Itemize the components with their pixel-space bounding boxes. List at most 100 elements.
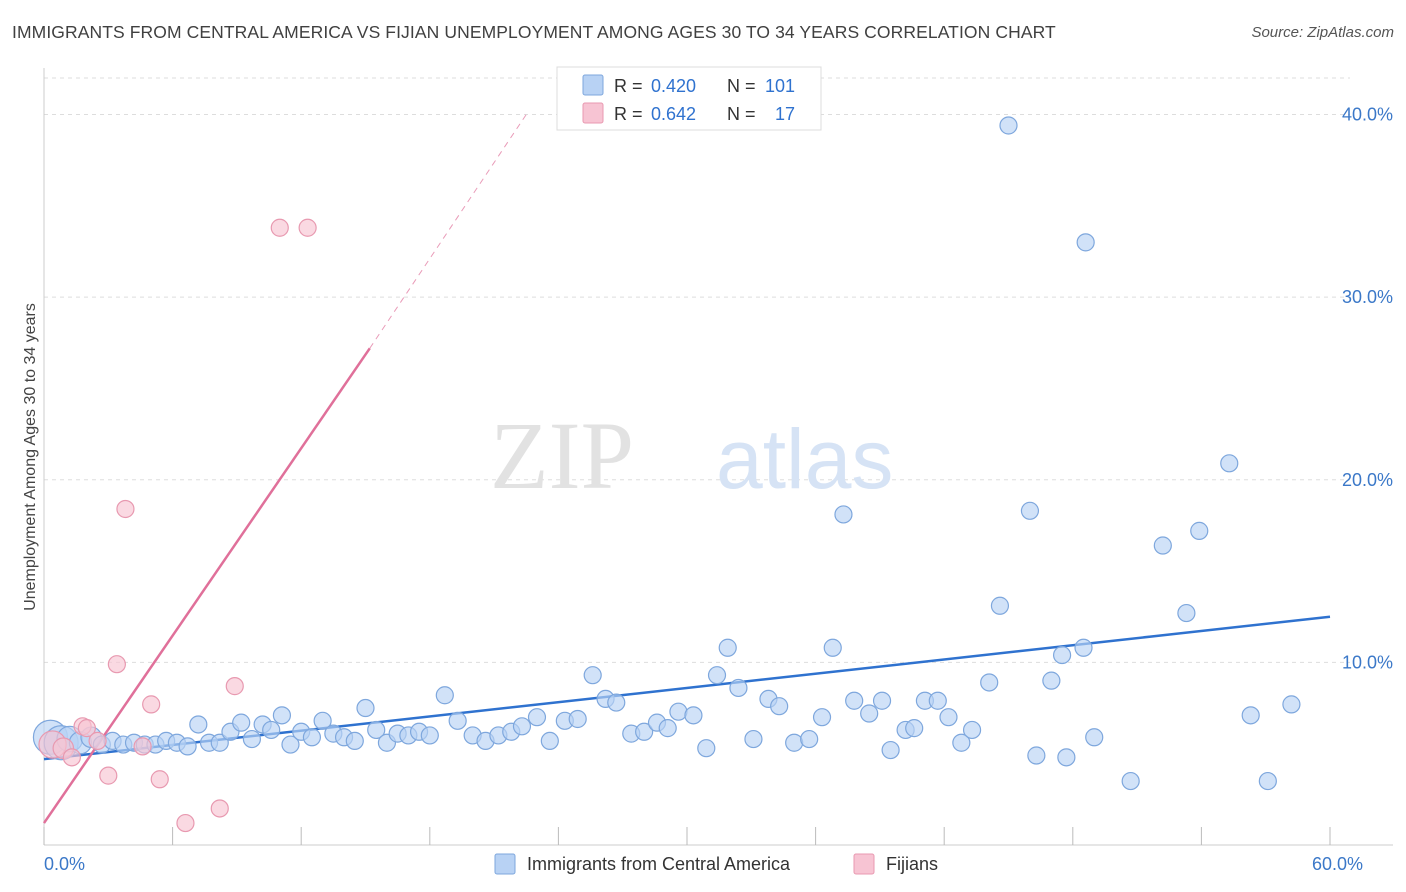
point-central-america bbox=[1076, 233, 1095, 252]
point-central-america bbox=[210, 733, 229, 752]
point-central-america bbox=[448, 711, 467, 730]
point-central-america bbox=[568, 709, 587, 729]
y-tick-label: 40.0% bbox=[1342, 105, 1393, 125]
point-central-america bbox=[189, 715, 208, 734]
y-tick-label: 10.0% bbox=[1342, 652, 1393, 672]
grid-layer bbox=[44, 77, 1350, 663]
point-central-america bbox=[178, 737, 197, 756]
stats-r-label-2: R = bbox=[614, 104, 643, 124]
point-central-america bbox=[669, 702, 688, 721]
point-central-america bbox=[1282, 695, 1301, 714]
point-central-america bbox=[718, 638, 737, 657]
x-tick-label: 60.0% bbox=[1312, 854, 1363, 874]
legend-swatch-central-america bbox=[494, 853, 516, 875]
stats-r-value-2: 0.642 bbox=[651, 104, 696, 124]
stats-n-label-2: N = bbox=[727, 104, 756, 124]
stats-r-label-1: R = bbox=[614, 76, 643, 96]
point-central-america bbox=[345, 731, 364, 751]
point-central-america bbox=[1241, 706, 1260, 725]
point-central-america bbox=[1121, 771, 1140, 791]
legend-label-fijians: Fijians bbox=[886, 854, 938, 874]
point-central-america bbox=[872, 691, 892, 710]
point-central-america bbox=[658, 719, 677, 738]
stats-r-value-1: 0.420 bbox=[651, 76, 696, 96]
point-central-america bbox=[540, 731, 559, 751]
chart-title: IMMIGRANTS FROM CENTRAL AMERICA VS FIJIA… bbox=[12, 22, 1056, 42]
point-fijians bbox=[176, 813, 195, 833]
point-central-america bbox=[860, 704, 879, 723]
point-central-america bbox=[785, 733, 804, 752]
point-central-america bbox=[1042, 671, 1061, 690]
point-central-america bbox=[607, 693, 626, 712]
point-central-america bbox=[980, 673, 999, 692]
point-central-america bbox=[990, 596, 1010, 615]
ticks-layer: 10.0% 20.0% 30.0% 40.0% 0.0% 60.0% bbox=[44, 105, 1393, 874]
point-central-america bbox=[1177, 603, 1196, 623]
point-central-america bbox=[281, 735, 300, 754]
point-central-america bbox=[697, 739, 716, 758]
point-fijians bbox=[210, 799, 229, 818]
point-fijians bbox=[107, 655, 126, 674]
point-central-america bbox=[1190, 521, 1209, 540]
chart-source: Source: ZipAtlas.com bbox=[1251, 24, 1394, 41]
bottom-legend: Immigrants from Central America Fijians bbox=[494, 853, 938, 875]
point-central-america bbox=[744, 729, 763, 749]
trend-line-extension-fijians bbox=[369, 114, 527, 349]
point-central-america bbox=[1052, 645, 1072, 665]
point-central-america bbox=[527, 708, 547, 727]
stats-legend: R = 0.420 N = 101 R = 0.642 N = 17 bbox=[556, 66, 822, 131]
point-central-america bbox=[635, 722, 654, 741]
point-central-america bbox=[812, 708, 832, 727]
point-central-america bbox=[1027, 746, 1046, 765]
watermark-atlas: atlas bbox=[716, 412, 893, 506]
point-central-america bbox=[242, 729, 262, 749]
point-fijians bbox=[298, 218, 317, 237]
point-central-america bbox=[583, 666, 602, 685]
stats-legend-swatch-pink bbox=[582, 102, 604, 124]
point-central-america bbox=[1085, 728, 1104, 747]
point-fijians bbox=[99, 766, 118, 785]
point-central-america bbox=[962, 720, 982, 740]
watermark: ZIP atlas bbox=[490, 402, 893, 509]
point-central-america bbox=[952, 733, 971, 752]
point-central-america bbox=[823, 638, 842, 657]
point-central-america bbox=[313, 711, 332, 730]
legend-swatch-fijians bbox=[853, 853, 875, 875]
point-central-america bbox=[881, 740, 900, 760]
legend-label-central-america: Immigrants from Central America bbox=[527, 854, 791, 874]
point-central-america bbox=[272, 706, 292, 725]
stats-n-label-1: N = bbox=[727, 76, 756, 96]
point-central-america bbox=[302, 728, 322, 747]
stats-legend-swatch-blue bbox=[582, 74, 604, 96]
point-central-america bbox=[729, 678, 748, 698]
points-layer bbox=[32, 116, 1301, 833]
point-central-america bbox=[367, 720, 386, 740]
y-axis-label: Unemployment Among Ages 30 to 34 years bbox=[22, 303, 39, 611]
point-central-america bbox=[1153, 536, 1172, 555]
point-central-america bbox=[1074, 638, 1093, 657]
x-tick-label: 0.0% bbox=[44, 854, 85, 874]
point-central-america bbox=[262, 720, 281, 740]
point-central-america bbox=[232, 713, 251, 732]
point-fijians bbox=[133, 737, 152, 756]
point-central-america bbox=[939, 708, 958, 727]
point-central-america bbox=[420, 726, 439, 745]
point-central-america bbox=[684, 706, 703, 725]
point-central-america bbox=[1258, 771, 1277, 791]
point-central-america bbox=[707, 666, 727, 685]
point-central-america bbox=[435, 686, 454, 705]
point-central-america bbox=[999, 116, 1018, 135]
point-fijians bbox=[142, 695, 161, 714]
point-fijians bbox=[150, 770, 169, 789]
point-central-america bbox=[1020, 501, 1040, 520]
point-fijians bbox=[270, 218, 289, 237]
point-central-america bbox=[1057, 748, 1076, 767]
point-fijians bbox=[116, 499, 135, 519]
trend-line-fijians bbox=[42, 347, 371, 824]
y-tick-label: 30.0% bbox=[1342, 287, 1393, 307]
point-central-america bbox=[928, 691, 947, 710]
point-central-america bbox=[770, 697, 789, 716]
point-central-america bbox=[356, 698, 375, 718]
point-central-america bbox=[845, 691, 864, 710]
